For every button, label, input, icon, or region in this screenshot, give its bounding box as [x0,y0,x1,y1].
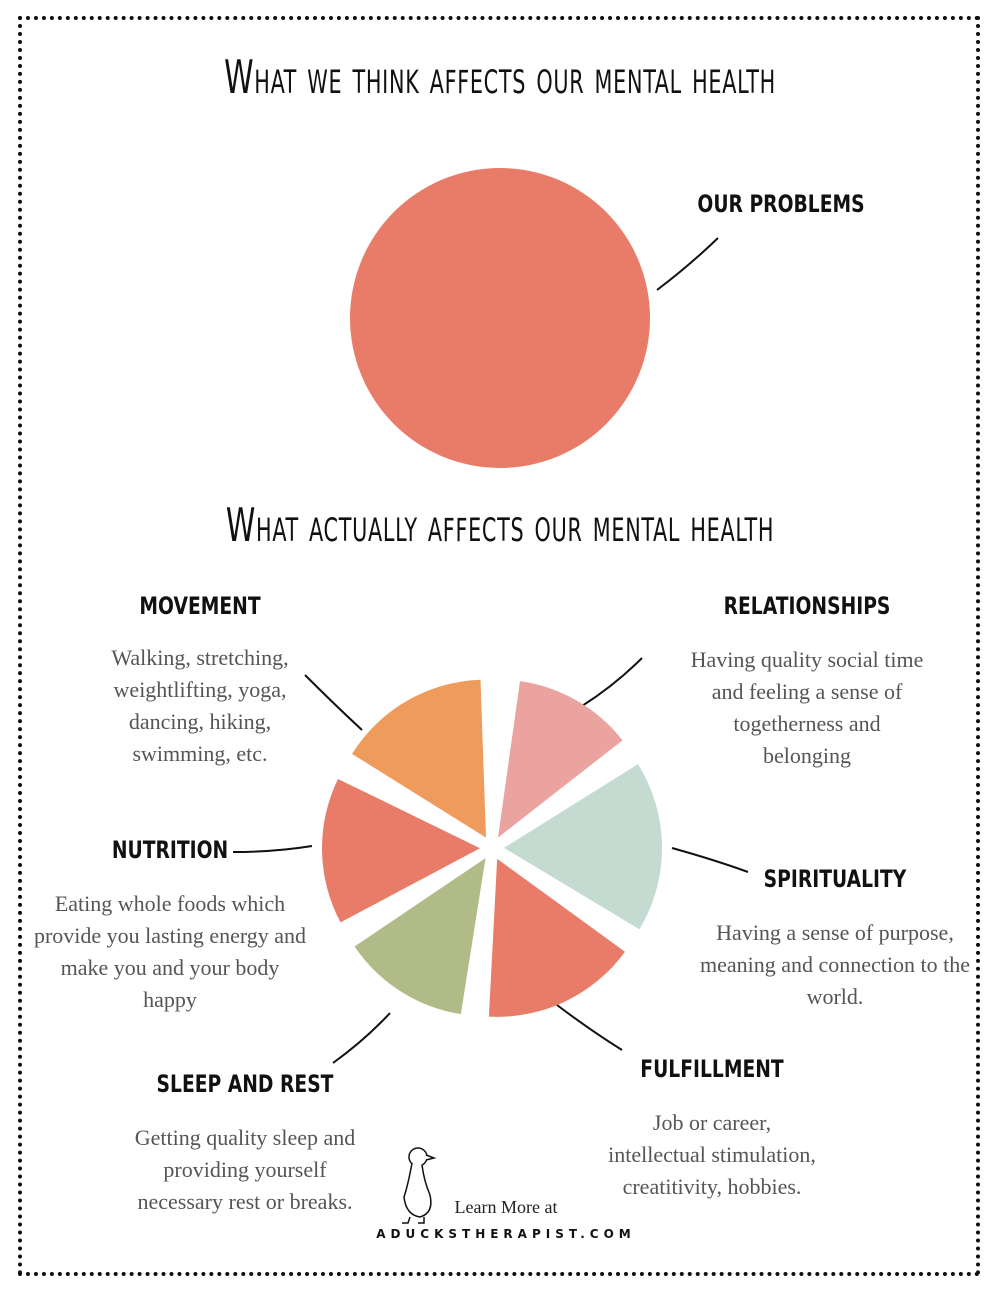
factor-description: Walking, stretching, [111,645,289,670]
factor-description: necessary rest or breaks. [137,1189,353,1214]
pie-slice [503,764,662,930]
title: What we think affects our mental health [224,50,776,104]
factor-description: swimming, etc. [132,741,268,766]
factor-description: world. [806,984,864,1009]
problems-label: OUR PROBLEMS [697,190,865,218]
factor-description: provide you lasting energy and [33,923,307,948]
factor-description: providing yourself [163,1157,327,1182]
factor-heading: SLEEP AND REST [156,1070,334,1098]
pie-slice [498,681,623,838]
factor-heading: MOVEMENT [139,592,261,620]
factor-heading: FULFILLMENT [640,1055,784,1083]
factor-description: Job or career, [652,1110,772,1135]
subtitle: What actually affects our mental health [225,498,775,552]
pie [322,679,662,1017]
factor-description: Getting quality sleep and [134,1125,356,1150]
factor-description: happy [143,987,197,1012]
factor-description: Having a sense of purpose, [716,920,954,945]
factor-description: creatitivity, hobbies. [622,1174,802,1199]
factor-description: intellectual stimulation, [608,1142,816,1167]
factor-description: make you and your body [60,955,280,980]
pie-slice [352,679,486,838]
pie-slice [322,778,481,923]
problems-circle [350,168,650,468]
connectors [232,237,749,1064]
learn-more: Learn More at [454,1197,558,1217]
factor-description: togetherness and [733,711,881,736]
pie-slice [354,858,486,1015]
pie-slice [488,858,625,1017]
factor-description: belonging [763,743,851,768]
factor-description: weightlifting, yoga, [113,677,287,702]
factor-description: dancing, hiking, [128,709,272,734]
site-url: ADUCKSTHERAPIST.COM [376,1227,636,1241]
factor-description: Eating whole foods which [54,891,286,916]
factor-description: meaning and connection to the [699,952,971,977]
duck-icon [402,1147,437,1224]
factor-heading: NUTRITION [111,836,229,864]
factor-description: and feeling a sense of [711,679,903,704]
factor-heading: SPIRITUALITY [763,865,907,893]
dotted-border [18,16,980,1276]
factor-heading: RELATIONSHIPS [723,592,891,620]
factor-description: Having quality social time [690,647,924,672]
